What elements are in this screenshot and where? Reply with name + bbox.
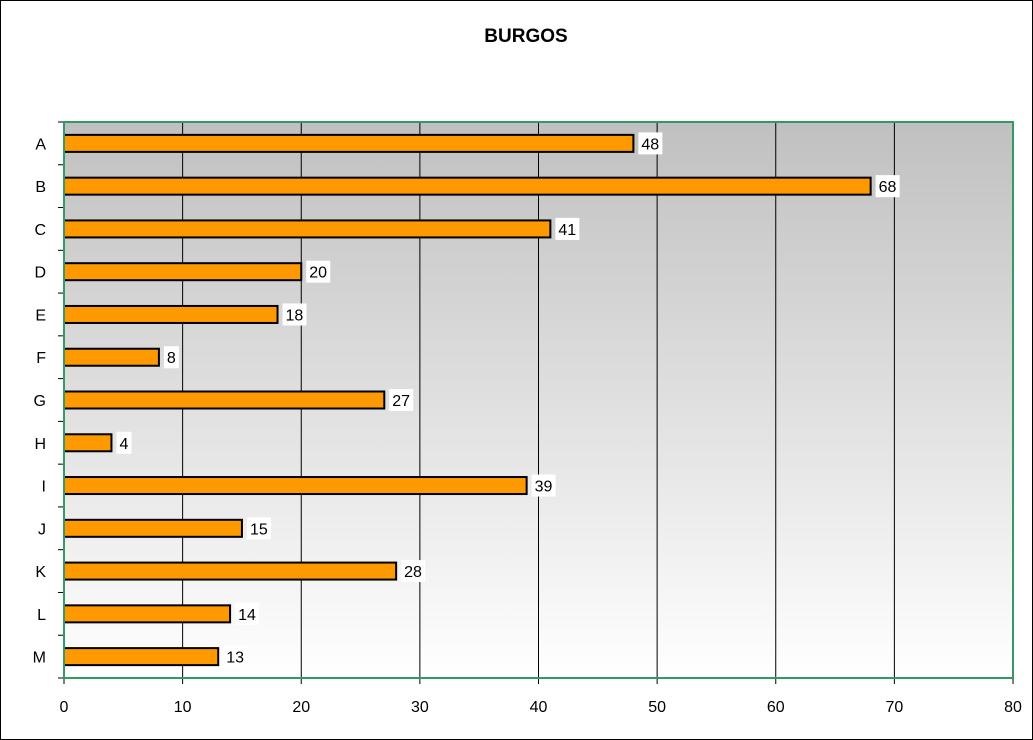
data-label-bg [555,217,580,240]
bar-M [63,647,220,667]
y-tick-label: B [35,179,46,196]
y-tick-label: M [33,650,46,667]
bar-H [63,433,113,453]
bar-F [63,347,160,367]
data-label-J: 15 [250,521,268,538]
x-tick-label: 10 [174,699,192,716]
gridlines [182,122,895,678]
bar-L [63,604,232,624]
x-tick-label: 60 [767,699,785,716]
x-tick-label: 40 [530,699,548,716]
y-tick-label: C [34,222,46,239]
y-tick-label: K [35,564,46,581]
y-tick-label: I [42,479,46,496]
y-tick-label: D [34,265,46,282]
data-label-bg [306,260,331,283]
data-label-E: 18 [286,307,304,324]
plot-border [63,121,1014,679]
chart-title: BURGOS [484,26,567,47]
data-label-bg [235,602,260,625]
data-label-bg [389,389,414,411]
x-tick-label: 0 [60,699,69,716]
x-tick-label: 20 [292,699,310,716]
data-labels: 48 68 41 20 18 8 27 4 39 15 28 14 13 [116,132,900,668]
bar-B [63,176,872,196]
bar-C [63,219,552,239]
y-tick-label: G [34,393,46,410]
bar-E [63,304,279,324]
data-label-F: 8 [167,350,176,367]
data-label-bg [223,645,248,668]
bar-G [63,390,386,410]
x-tick-label: 80 [1004,699,1022,716]
data-label-M: 13 [226,650,244,667]
y-tick-label: A [35,136,46,153]
y-tick-label: J [38,521,46,538]
data-label-D: 20 [309,265,327,282]
bar-D [63,262,303,282]
data-label-K: 28 [404,564,422,581]
data-label-bg [246,517,271,540]
data-label-C: 41 [558,222,576,239]
y-tick-label: E [35,307,46,324]
data-label-B: 68 [879,179,897,196]
x-tick-label: 30 [411,699,429,716]
data-label-bg [531,474,556,497]
bar-J [63,518,243,538]
data-label-L: 14 [238,607,256,624]
y-tick-label: L [37,607,46,624]
bar-K [63,561,398,581]
x-tick-label: 70 [885,699,903,716]
data-label-A: 48 [641,136,659,153]
data-label-bg [282,303,307,326]
y-tick-label: F [36,350,46,367]
data-label-H: 4 [119,436,128,453]
data-label-bg [116,431,132,454]
data-label-bg [875,175,900,198]
data-label-bg [638,132,663,155]
data-label-I: 39 [535,479,553,496]
bar-A [63,133,635,153]
x-tick-label: 50 [648,699,666,716]
data-label-bg [163,346,179,369]
data-label-bg [401,560,426,583]
bar-I [63,476,528,496]
data-label-G: 27 [392,393,410,410]
bars [63,133,872,667]
y-tick-label: H [34,436,46,453]
